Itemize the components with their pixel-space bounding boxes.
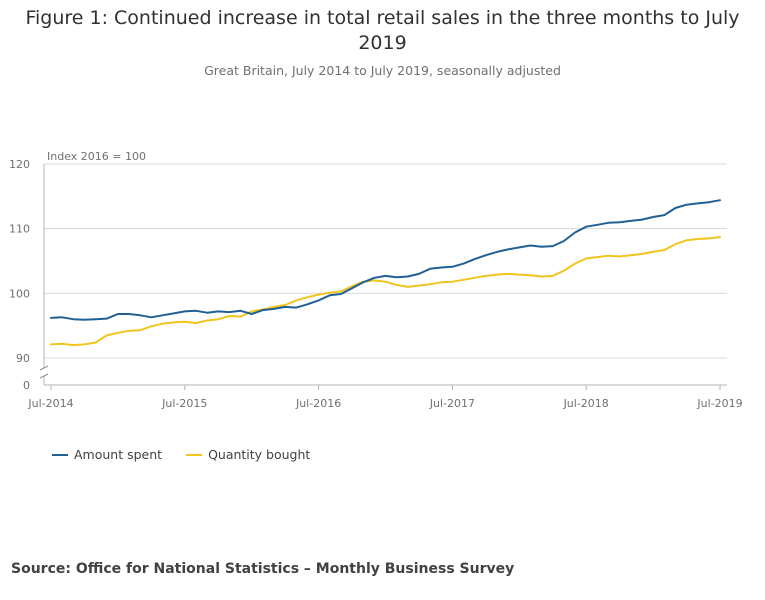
x-tick-label: Jul-2018	[563, 397, 609, 410]
y-tick-label: 0	[23, 379, 30, 392]
chart-subtitle: Great Britain, July 2014 to July 2019, s…	[204, 63, 561, 78]
y-axis-unit-label: Index 2016 = 100	[47, 150, 146, 163]
y-tick-label: 120	[9, 158, 30, 171]
legend-swatch-quantity-bought	[186, 453, 203, 456]
y-tick-label: 110	[9, 223, 30, 236]
x-tick-label: Jul-2016	[295, 397, 341, 410]
series-line-quantity-bought	[50, 236, 721, 347]
x-tick-label: Jul-2019	[696, 397, 742, 410]
legend-label-quantity-bought: Quantity bought	[208, 447, 311, 462]
series-line-amount-spent	[50, 199, 721, 321]
y-tick-label: 90	[16, 352, 30, 365]
chart-title: Figure 1: Continued increase in total re…	[25, 7, 740, 54]
x-tick-label: Jul-2015	[161, 397, 207, 410]
x-tick-label: Jul-2017	[429, 397, 475, 410]
legend-label-amount-spent: Amount spent	[74, 447, 163, 462]
legend-item-amount-spent: Amount spent	[52, 447, 162, 462]
legend: Amount spent Quantity bought	[52, 447, 310, 462]
line-chart: 120 110 100 90 0 Index 2016 = 100 Jul-2014 Jul-…	[9, 150, 743, 410]
legend-swatch-amount-spent	[52, 453, 68, 456]
x-tick-label: Jul-2014	[27, 397, 73, 410]
axis-break-mark	[39, 373, 49, 379]
axis-break-mark	[39, 365, 49, 371]
legend-item-quantity-bought: Quantity bought	[186, 447, 310, 462]
source-note: Source: Office for National Statistics –…	[11, 561, 515, 577]
y-tick-label: 100	[9, 287, 30, 300]
